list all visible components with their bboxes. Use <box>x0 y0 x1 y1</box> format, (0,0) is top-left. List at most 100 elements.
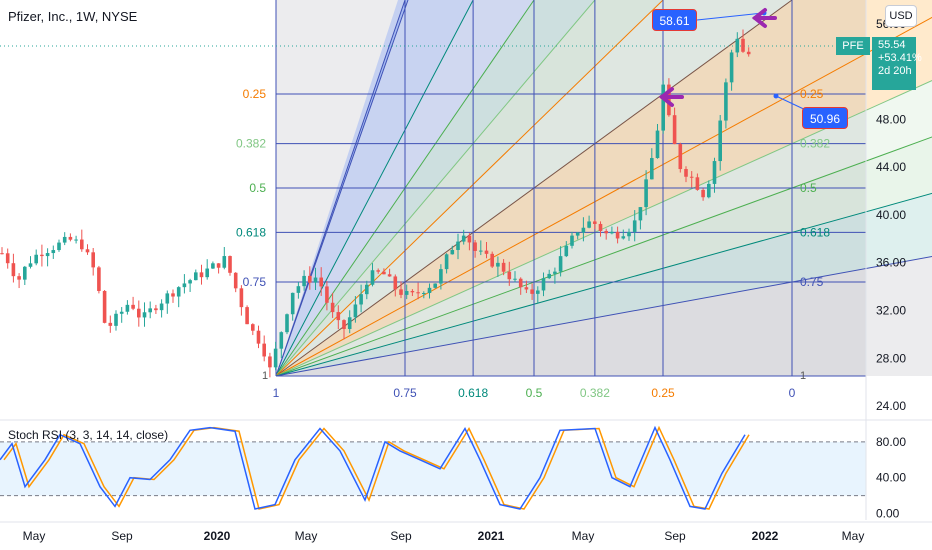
candle-body <box>701 189 705 198</box>
candle-body <box>501 262 506 272</box>
candle-body <box>444 254 449 270</box>
candle-body <box>638 207 643 221</box>
candle-body <box>23 266 27 280</box>
candle-body <box>410 291 415 293</box>
candle-body <box>34 254 38 264</box>
candle-body <box>233 272 238 289</box>
candle-body <box>353 304 358 318</box>
fib-label-bottom: 0.5 <box>526 386 543 400</box>
candle-body <box>564 245 569 257</box>
candle-body <box>302 275 306 287</box>
candle-body <box>176 287 181 297</box>
candle-body <box>131 304 135 309</box>
candle-body <box>598 223 603 231</box>
candle-body <box>689 176 694 178</box>
currency-button[interactable]: USD <box>885 5 917 27</box>
price-tick-label: 28.00 <box>876 351 906 365</box>
callout-point <box>773 93 779 99</box>
candle-body <box>0 253 4 255</box>
rsi-tick-label: 80.00 <box>876 435 906 449</box>
candle-body <box>313 277 318 283</box>
candle-body <box>268 356 272 368</box>
bar-countdown: 2d 20h <box>878 65 912 77</box>
candle-body <box>718 120 722 162</box>
candle-body <box>536 290 540 294</box>
candle-body <box>382 271 386 275</box>
fib-label-bottom: 0.382 <box>580 386 610 400</box>
candle-body <box>108 322 113 326</box>
candle-body <box>530 289 534 294</box>
candle-body <box>5 253 10 264</box>
fib-label-right: 0.618 <box>800 225 830 239</box>
candle-body <box>347 317 352 329</box>
candle-body <box>125 304 130 312</box>
candle-body <box>74 239 78 241</box>
candle-body <box>593 221 597 224</box>
candle-body <box>655 130 660 159</box>
candle-body <box>182 283 187 288</box>
callout-low[interactable]: 50.96 <box>802 107 848 129</box>
candle-body <box>621 236 626 239</box>
price-tick-label: 44.00 <box>876 160 906 174</box>
candle-body <box>650 158 654 180</box>
candle-body <box>342 320 346 329</box>
price-change: +53.41% <box>878 52 922 64</box>
candle-body <box>461 235 466 242</box>
candle-body <box>325 286 329 303</box>
price-tick-label: 24.00 <box>876 399 906 413</box>
last-price: 55.54 <box>878 39 906 51</box>
candle-body <box>479 250 483 252</box>
time-tick-label: 2021 <box>478 529 505 543</box>
fib-label-left: 0.5 <box>249 181 266 195</box>
candle-body <box>91 252 95 268</box>
callout-high[interactable]: 58.61 <box>652 9 697 31</box>
price-tick-label: 36.00 <box>876 256 906 270</box>
candle-body <box>735 38 740 53</box>
candle-body <box>211 263 215 269</box>
time-tick-label: May <box>572 529 595 543</box>
candle-body <box>399 289 403 295</box>
rsi-band <box>0 441 866 496</box>
candle-body <box>17 276 21 280</box>
candle-body <box>119 311 124 314</box>
candle-body <box>422 292 426 294</box>
candle-body <box>672 115 677 145</box>
candle-body <box>553 271 557 274</box>
candle-body <box>154 308 158 311</box>
candle-body <box>251 324 255 331</box>
time-tick-label: 2020 <box>204 529 231 543</box>
candle-body <box>524 287 529 290</box>
time-tick-label: May <box>842 529 865 543</box>
fib-ray <box>275 16 932 377</box>
candle-body <box>188 280 192 284</box>
rsi-k-line <box>0 425 746 510</box>
candle-body <box>604 230 608 234</box>
candle-body <box>741 38 745 52</box>
candle-body <box>570 235 574 246</box>
fib-label-right: 0.25 <box>800 87 824 101</box>
time-tick-label: May <box>23 529 46 543</box>
candle-body <box>40 254 44 257</box>
fib-ray <box>275 192 932 377</box>
candle-body <box>507 271 512 280</box>
price-tick-label: 48.00 <box>876 112 906 126</box>
time-tick-label: May <box>295 529 318 543</box>
candle-body <box>216 263 221 268</box>
price-badge: 55.54 +53.41% 2d 20h <box>872 37 922 90</box>
candle-body <box>695 177 700 190</box>
candle-body <box>484 250 489 254</box>
candle-body <box>427 287 432 293</box>
fib-label-bottom: 0.618 <box>458 386 488 400</box>
fib-label-bottom: 1 <box>273 386 280 400</box>
candle-body <box>587 221 591 228</box>
candle-body <box>627 231 631 237</box>
candle-body <box>610 231 614 234</box>
candle-body <box>365 284 369 295</box>
fib-label-left: 0.25 <box>243 87 267 101</box>
candle-body <box>558 256 563 272</box>
candle-body <box>245 307 249 325</box>
candle-body <box>541 278 546 291</box>
candles <box>0 29 751 378</box>
